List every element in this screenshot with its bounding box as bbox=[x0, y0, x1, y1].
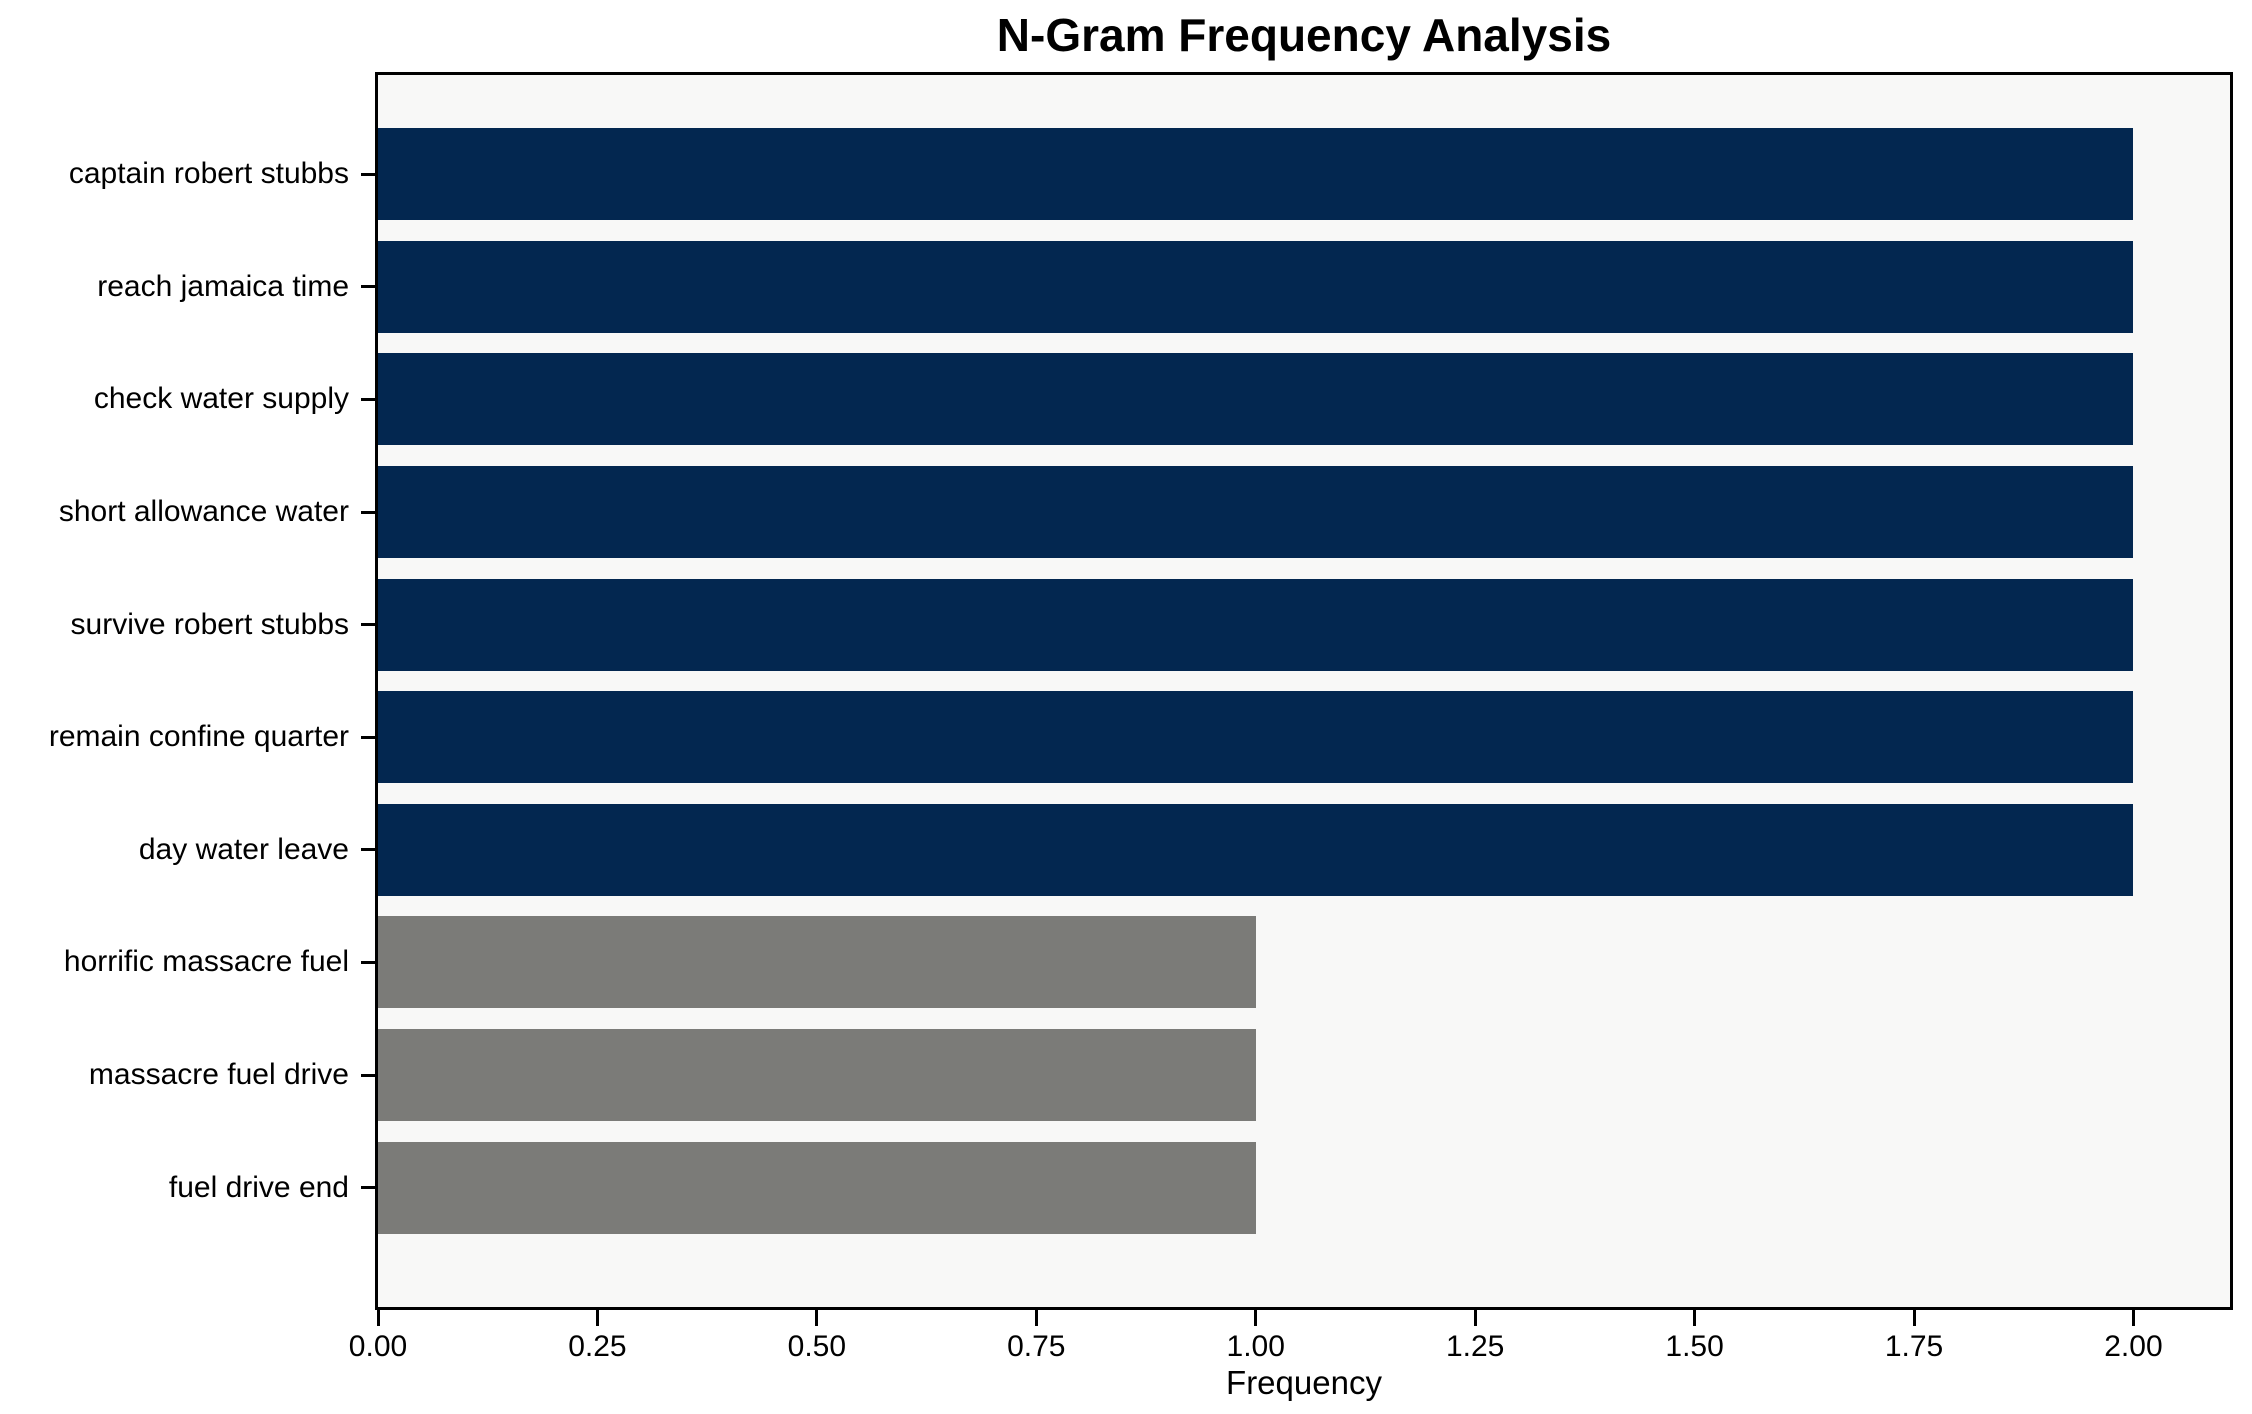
y-label-slot: massacre fuel drive bbox=[0, 1019, 375, 1132]
y-tick-mark bbox=[361, 623, 375, 627]
y-label-slot: captain robert stubbs bbox=[0, 118, 375, 231]
x-tick-label-1.00: 1.00 bbox=[1226, 1330, 1285, 1363]
y-label-slot: horrific massacre fuel bbox=[0, 906, 375, 1019]
y-tick-mark bbox=[361, 848, 375, 852]
x-tick-label-0.00: 0.00 bbox=[348, 1330, 408, 1363]
y-label-slot: check water supply bbox=[0, 343, 375, 456]
y-tick-mark bbox=[361, 510, 375, 514]
y-label-captain-robert-stubbs: captain robert stubbs bbox=[68, 157, 349, 191]
y-tick-mark bbox=[361, 285, 375, 289]
x-axis-label: Frequency bbox=[1226, 1364, 1382, 1401]
y-label-day-water-leave: day water leave bbox=[138, 832, 349, 866]
x-tick-mark-1.50 bbox=[1693, 1310, 1697, 1326]
y-label-survive-robert-stubbs: survive robert stubbs bbox=[70, 607, 349, 641]
bar-fuel-drive-end bbox=[378, 1141, 1256, 1234]
bar-row-fuel-drive-end bbox=[378, 1131, 2230, 1244]
bar-captain-robert-stubbs bbox=[378, 128, 2134, 221]
x-tick-label-1.25: 1.25 bbox=[1445, 1330, 1505, 1363]
y-tick-mark bbox=[361, 735, 375, 739]
x-tick-mark-2.00 bbox=[2131, 1310, 2135, 1326]
bar-short-allowance-water bbox=[378, 466, 2134, 559]
bar-massacre-fuel-drive bbox=[378, 1029, 1256, 1122]
y-label-slot: day water leave bbox=[0, 794, 375, 907]
bar-row-reach-jamaica-time bbox=[378, 231, 2230, 344]
y-tick-mark bbox=[361, 1073, 375, 1077]
x-tick-label-0.50: 0.50 bbox=[787, 1330, 847, 1363]
y-label-reach-jamaica-time: reach jamaica time bbox=[97, 269, 349, 303]
bar-row-survive-robert-stubbs bbox=[378, 568, 2230, 681]
x-tick-mark-1.25 bbox=[1473, 1310, 1477, 1326]
x-tick-label-1.50: 1.50 bbox=[1665, 1330, 1724, 1363]
y-label-slot: remain confine quarter bbox=[0, 681, 375, 794]
y-label-fuel-drive-end: fuel drive end bbox=[168, 1170, 349, 1204]
y-label-horrific-massacre-fuel: horrific massacre fuel bbox=[63, 945, 349, 979]
x-tick-mark-0.00 bbox=[376, 1310, 380, 1326]
bar-reach-jamaica-time bbox=[378, 240, 2134, 333]
bar-row-massacre-fuel-drive bbox=[378, 1019, 2230, 1132]
x-tick-label-0.75: 0.75 bbox=[1007, 1330, 1066, 1363]
x-tick-label-1.75: 1.75 bbox=[1884, 1330, 1944, 1363]
bar-row-check-water-supply bbox=[378, 343, 2230, 456]
y-label-check-water-supply: check water supply bbox=[93, 382, 349, 416]
bar-row-horrific-massacre-fuel bbox=[378, 906, 2230, 1019]
bar-remain-confine-quarter bbox=[378, 691, 2134, 784]
y-label-slot: fuel drive end bbox=[0, 1131, 375, 1244]
y-label-massacre-fuel-drive: massacre fuel drive bbox=[88, 1058, 349, 1092]
bar-row-short-allowance-water bbox=[378, 456, 2230, 569]
bar-row-captain-robert-stubbs bbox=[378, 118, 2230, 231]
x-tick-mark-0.25 bbox=[595, 1310, 599, 1326]
y-label-short-allowance-water: short allowance water bbox=[58, 495, 349, 529]
y-tick-mark bbox=[361, 397, 375, 401]
bar-survive-robert-stubbs bbox=[378, 578, 2134, 671]
chart-title: N-Gram Frequency Analysis bbox=[996, 9, 1612, 61]
x-tick-mark-1.00 bbox=[1254, 1310, 1258, 1326]
bar-check-water-supply bbox=[378, 353, 2134, 446]
y-label-slot: reach jamaica time bbox=[0, 231, 375, 344]
bar-day-water-leave bbox=[378, 803, 2134, 896]
bar-row-day-water-leave bbox=[378, 794, 2230, 907]
x-tick-mark-0.75 bbox=[1034, 1310, 1038, 1326]
x-tick-label-2.00: 2.00 bbox=[2104, 1330, 2163, 1363]
plot-area bbox=[375, 72, 2233, 1310]
y-label-remain-confine-quarter: remain confine quarter bbox=[48, 720, 349, 754]
x-tick-mark-1.75 bbox=[1912, 1310, 1916, 1326]
bar-row-remain-confine-quarter bbox=[378, 681, 2230, 794]
x-tick-label-0.25: 0.25 bbox=[568, 1330, 627, 1363]
x-tick-mark-0.50 bbox=[815, 1310, 819, 1326]
y-axis-labels: captain robert stubbs reach jamaica time c… bbox=[0, 75, 375, 1307]
y-label-slot: short allowance water bbox=[0, 456, 375, 569]
y-tick-mark bbox=[361, 1186, 375, 1190]
y-label-slot: survive robert stubbs bbox=[0, 568, 375, 681]
bar-horrific-massacre-fuel bbox=[378, 916, 1256, 1009]
bars-container bbox=[378, 75, 2230, 1307]
y-tick-mark bbox=[361, 172, 375, 176]
y-tick-mark bbox=[361, 960, 375, 964]
